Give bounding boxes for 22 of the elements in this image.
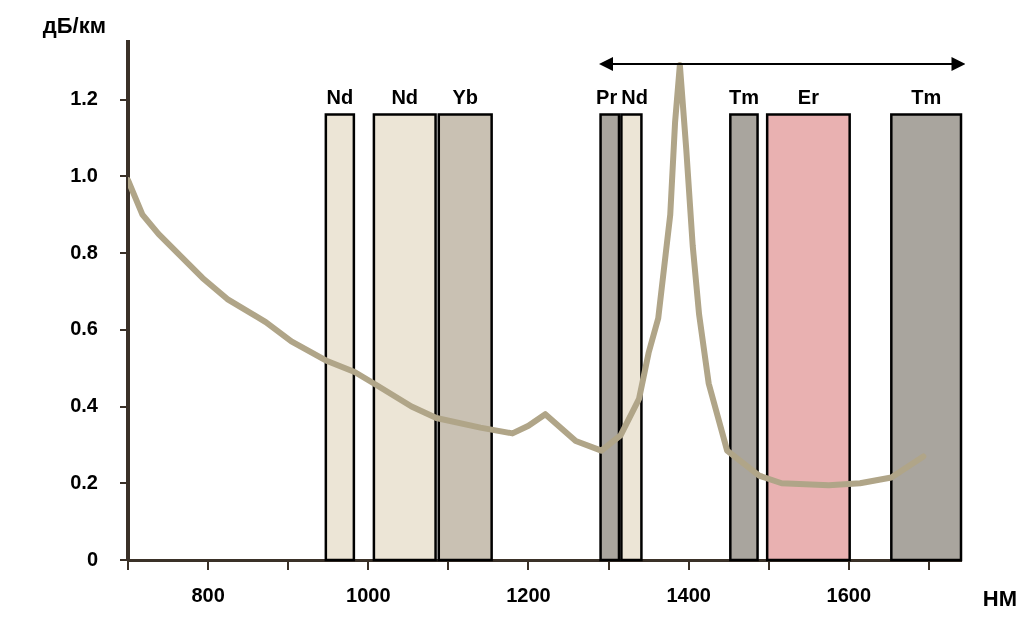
x-tick-label: 1000 [346, 583, 391, 606]
x-tick-label: 1400 [666, 583, 711, 606]
y-tick-label: 0 [86, 547, 98, 570]
band-label: Pr [596, 86, 618, 109]
band-label: Er [797, 86, 820, 109]
band-label: Nd [326, 86, 354, 109]
x-tick-label: 1200 [506, 583, 551, 606]
y-tick-label: 0.2 [70, 470, 98, 493]
y-tick-label: 0.8 [70, 240, 98, 263]
x-tick-label: 1600 [826, 583, 872, 606]
x-axis-title: НМ [982, 586, 1017, 612]
band-label: Tm [911, 86, 942, 109]
band-label: Tm [728, 86, 759, 109]
y-tick-label: 0.6 [70, 317, 98, 340]
y-tick-label: 0.4 [70, 394, 99, 417]
band-label: Nd [621, 86, 648, 109]
y-tick-label: 1.2 [70, 87, 98, 110]
band-label: Nd [391, 86, 419, 109]
band-label: Yb [452, 86, 478, 109]
y-axis-title: дБ/км [42, 13, 106, 39]
x-tick-label: 800 [191, 583, 225, 606]
y-tick-label: 1.0 [70, 163, 98, 186]
